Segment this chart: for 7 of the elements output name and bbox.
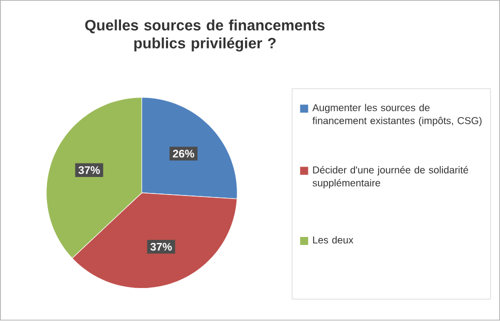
legend-label: Augmenter les sources de financement existantes (impôts, CSG) bbox=[312, 104, 482, 126]
data-label: 26% bbox=[172, 150, 194, 158]
chart-title: Quelles sources de financements publics privilégier ? bbox=[85, 20, 325, 52]
legend-label: Décider d'une journée de solidarité supplémentaire bbox=[312, 166, 468, 189]
data-label: 37% bbox=[78, 166, 100, 174]
data-label: 37% bbox=[150, 243, 172, 251]
legend-label: Les deux bbox=[313, 236, 354, 244]
